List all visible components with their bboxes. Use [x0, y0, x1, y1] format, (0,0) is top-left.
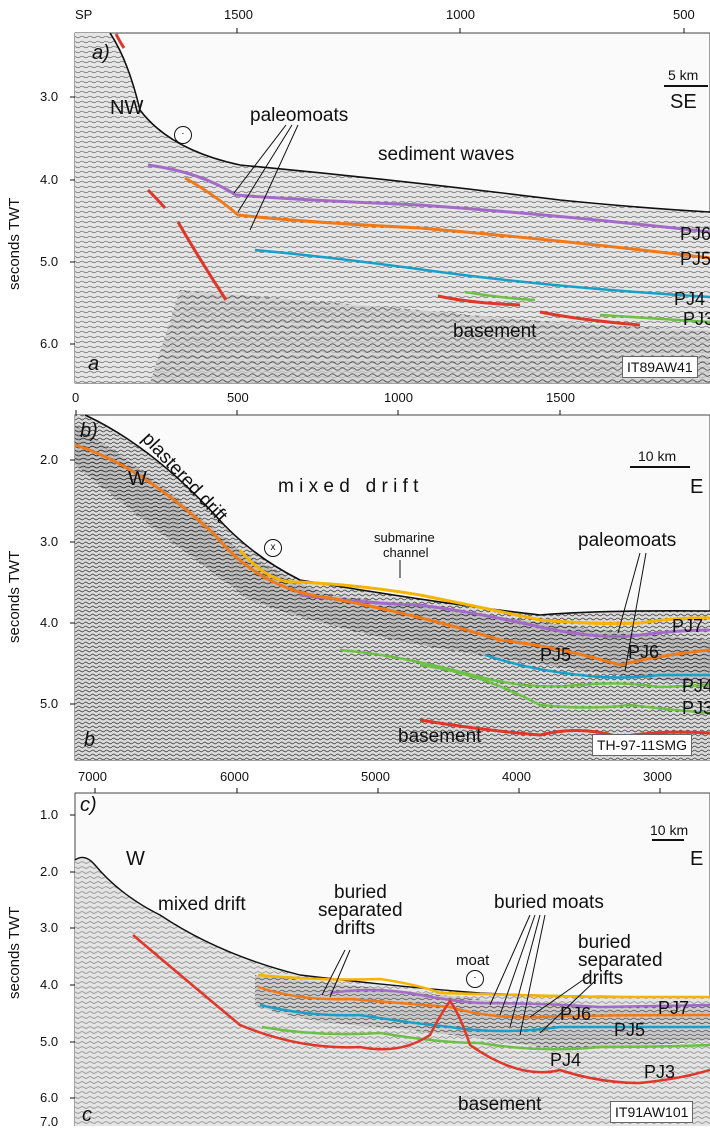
panel-c-y-label: seconds TWT	[6, 906, 23, 999]
panel-c-pj6-label: PJ6	[560, 1004, 592, 1024]
panel-c-y-tick-4: 4.0	[40, 977, 59, 992]
panel-b-x-tick-1000: 1000	[384, 390, 413, 405]
panel-b-y-label: seconds TWT	[6, 550, 23, 643]
panel-c-mixed-drift-label: mixed drift	[158, 894, 246, 915]
panel-b-submarine-label: submarine	[374, 530, 435, 545]
panel-b-label: b)	[80, 420, 98, 442]
panel-a-pj5-label: PJ5	[680, 249, 710, 269]
panel-a-y-label: seconds TWT	[6, 197, 23, 290]
panel-c-pj4-label: PJ4	[550, 1050, 582, 1070]
panel-a: SP 1500 1000 500 3.0 4.0 5.0 6.0 seconds…	[0, 0, 710, 385]
panel-b-basement-label: basement	[398, 726, 482, 747]
panel-a-pj4-label: PJ4	[674, 289, 706, 309]
panel-b-channel-label: channel	[383, 545, 429, 560]
panel-a-sediment-waves-label: sediment waves	[378, 144, 515, 165]
panel-b-line-id: TH-97-11SMG	[592, 734, 692, 756]
panel-c-buried-moats-label: buried moats	[494, 892, 604, 913]
panel-c-separated-label-1: separated	[318, 900, 403, 921]
panel-a-orientation-right: SE	[670, 91, 697, 113]
panel-a-scale-label: 5 km	[668, 67, 699, 83]
panel-b-mixed-drift-label: m i x e d d r i f t	[278, 476, 419, 497]
panel-a-y-tick-6: 6.0	[40, 336, 59, 351]
panel-b-pj4-label: PJ4	[682, 676, 710, 696]
panel-c-x-tick-4000: 4000	[502, 769, 531, 784]
panel-b-x-tick-0: 0	[72, 390, 80, 405]
panel-b-x-tick-500: 500	[227, 390, 249, 405]
panel-c-line-id: IT91AW101	[610, 1101, 694, 1123]
panel-a-axis-prefix: SP	[75, 7, 93, 22]
panel-a-x-tick-500: 500	[673, 7, 695, 22]
panel-c-scale-label: 10 km	[650, 822, 689, 838]
panel-c-x-tick-7000: 7000	[78, 769, 107, 784]
panel-b-y-tick-4: 4.0	[40, 615, 59, 630]
panel-b-pj7-label: PJ7	[672, 616, 704, 636]
panel-b-y-tick-5: 5.0	[40, 696, 59, 711]
panel-c-label: c)	[80, 794, 97, 816]
panel-a-label: a)	[92, 42, 110, 64]
panel-c-orientation-left: W	[126, 848, 145, 870]
panel-b-flow-symbol-icon: x	[264, 539, 282, 557]
panel-b-y-tick-2: 2.0	[40, 452, 59, 467]
panel-b-pj3-label: PJ3	[682, 698, 710, 718]
panel-c-seismic	[70, 788, 710, 1126]
panel-c-corner-letter: c	[82, 1104, 92, 1126]
panel-c-buried-label-2: buried	[578, 932, 631, 953]
panel-c-drifts-label-2: drifts	[582, 968, 624, 989]
panel-b-corner-letter: b	[84, 729, 96, 751]
panel-b: 0 500 1000 1500 2.0 3.0 4.0 5.0 seconds …	[0, 385, 710, 765]
panel-a-y-tick-5: 5.0	[40, 254, 59, 269]
panel-c-pj7-label: PJ7	[658, 998, 690, 1018]
panel-a-y-tick-4: 4.0	[40, 172, 59, 187]
panel-c-drifts-label-1: drifts	[334, 918, 376, 939]
panel-c-moat-label: moat	[456, 952, 490, 969]
panel-c-separated-label-2: separated	[578, 950, 663, 971]
panel-b-orientation-right: E	[690, 476, 704, 498]
panel-b-pj5-label: PJ5	[540, 645, 572, 665]
panel-c: 7000 6000 5000 4000 3000 1.0 2.0 3.0 4.0…	[0, 765, 710, 1129]
panel-b-scale-label: 10 km	[638, 448, 677, 464]
panel-c-y-tick-6: 6.0	[40, 1090, 59, 1105]
panel-b-orientation-left: W	[128, 468, 147, 490]
panel-c-flow-symbol-icon: ⋅	[466, 970, 484, 988]
panel-b-x-tick-1500: 1500	[546, 390, 575, 405]
panel-a-x-tick-1000: 1000	[446, 7, 475, 22]
panel-b-pj6-label: PJ6	[628, 642, 660, 662]
panel-c-orientation-right: E	[690, 848, 704, 870]
panel-c-pj5-label: PJ5	[614, 1020, 646, 1040]
panel-c-y-tick-5: 5.0	[40, 1034, 59, 1049]
panel-b-y-tick-3: 3.0	[40, 534, 59, 549]
panel-a-corner-letter: a	[88, 353, 100, 375]
panel-c-y-tick-7: 7.0	[40, 1114, 59, 1129]
panel-a-y-tick-3: 3.0	[40, 89, 59, 104]
panel-c-y-tick-2: 2.0	[40, 864, 59, 879]
panel-a-pj6-label: PJ6	[680, 224, 710, 244]
panel-c-y-tick-3: 3.0	[40, 920, 59, 935]
panel-a-line-id: IT89AW41	[622, 356, 698, 378]
panel-c-buried-label-1: buried	[334, 882, 387, 903]
panel-a-paleomoats-label: paleomoats	[250, 105, 349, 126]
panel-a-pj3-label: PJ3	[683, 309, 710, 329]
panel-b-seismic	[70, 410, 710, 761]
panel-a-basement-label: basement	[453, 321, 537, 342]
panel-c-y-tick-1: 1.0	[40, 807, 59, 822]
panel-c-basement-label: basement	[458, 1094, 542, 1115]
panel-c-x-tick-3000: 3000	[643, 769, 672, 784]
panel-a-flow-symbol-icon: ⋅	[174, 126, 192, 144]
panel-c-x-tick-5000: 5000	[361, 769, 390, 784]
panel-a-x-tick-1500: 1500	[224, 7, 253, 22]
panel-b-paleomoats-label: paleomoats	[578, 530, 677, 551]
panel-a-seismic	[70, 28, 710, 384]
panel-c-pj3-label: PJ3	[644, 1062, 676, 1082]
panel-a-orientation-left: NW	[110, 97, 144, 119]
panel-c-x-tick-6000: 6000	[220, 769, 249, 784]
